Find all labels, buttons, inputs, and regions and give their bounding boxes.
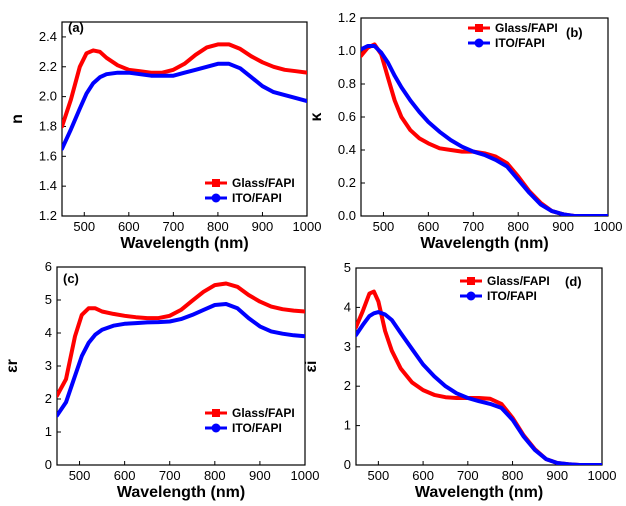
y-tick-label: 3 — [45, 358, 52, 373]
y-tick-label: 0 — [344, 457, 351, 472]
y-tick-label: 0.6 — [338, 109, 356, 124]
y-tick-label: 0.8 — [338, 76, 356, 91]
y-tick-label: 4 — [344, 299, 351, 314]
panel-c: 500 600 700 800 900 1000 0 1 2 3 4 5 6 Wavelength (nm… — [4, 259, 319, 501]
y-tick-label: 4 — [45, 325, 52, 340]
x-tick-label: 700 — [462, 219, 484, 234]
y-tick-label: 1.8 — [39, 118, 57, 133]
series-line-ito-fapi — [356, 310, 602, 465]
plot-frame — [355, 267, 603, 466]
x-tick-label: 700 — [163, 219, 185, 234]
y-tick-label: 1.0 — [338, 43, 356, 58]
plot-frame — [61, 21, 308, 217]
y-tick-label: 2 — [45, 391, 52, 406]
y-tick-label: 1 — [344, 418, 351, 433]
x-tick-label: 800 — [507, 219, 529, 234]
x-tick-label: 800 — [204, 468, 226, 483]
x-tick-label: 500 — [69, 468, 91, 483]
legend-label: ITO/FAPI — [487, 289, 537, 303]
legend-label: ITO/FAPI — [232, 191, 282, 205]
panel-label: (b) — [566, 25, 583, 40]
x-tick-label: 600 — [118, 219, 140, 234]
y-tick-label: 1 — [45, 424, 52, 439]
legend-label: ITO/FAPI — [232, 421, 282, 435]
x-tick-label: 500 — [373, 219, 395, 234]
x-tick-label: 1000 — [594, 219, 623, 234]
legend-label: Glass/FAPI — [495, 21, 558, 35]
y-axis-title: n — [9, 114, 26, 124]
legend-marker-circle — [211, 423, 221, 433]
panel-label: (a) — [68, 20, 84, 35]
legend-marker-circle — [474, 38, 484, 48]
y-tick-label: 2 — [344, 378, 351, 393]
legend-marker-circle — [466, 291, 476, 301]
y-tick-label: 5 — [344, 260, 351, 275]
y-tick-label: 3 — [344, 339, 351, 354]
y-tick-label: 1.2 — [338, 10, 356, 25]
legend-label: Glass/FAPI — [487, 274, 550, 288]
legend-label: Glass/FAPI — [232, 406, 295, 420]
legend-marker-square — [475, 24, 483, 32]
y-axis-title: κ — [308, 112, 325, 121]
y-axis-title: εr — [4, 359, 21, 373]
y-tick-label: 0.4 — [338, 142, 356, 157]
x-axis-title: Wavelength (nm) — [117, 484, 245, 501]
y-tick-label: 2.0 — [39, 89, 57, 104]
y-tick-label: 6 — [45, 259, 52, 274]
y-axis-title: εi — [303, 360, 320, 372]
series-line-glass-fapi — [356, 289, 602, 465]
panel-label: (c) — [63, 271, 79, 286]
y-tick-label: 1.4 — [39, 178, 57, 193]
x-tick-label: 800 — [207, 219, 229, 234]
series-line-glass-fapi — [62, 42, 307, 129]
x-tick-label: 900 — [552, 219, 574, 234]
legend-marker-square — [212, 179, 220, 187]
x-tick-label: 600 — [412, 468, 434, 483]
y-tick-label: 1.2 — [39, 208, 57, 223]
y-tick-label: 0.0 — [338, 208, 356, 223]
panel-b: 500 600 700 800 900 1000 0.0 0.2 0.4 0.6 0.8 1.0 1.2… — [308, 10, 622, 252]
y-tick-label: 2.4 — [39, 29, 57, 44]
x-tick-label: 500 — [368, 468, 390, 483]
x-tick-label: 700 — [159, 468, 181, 483]
series-line-ito-fapi — [62, 61, 307, 151]
legend-label: Glass/FAPI — [232, 176, 295, 190]
panel-a: 500 600 700 800 900 1000 1.2 1.4 1.6 1.8 2.0 2.2 2.4… — [9, 20, 321, 252]
x-tick-label: 600 — [114, 468, 136, 483]
panel-d: 500 600 700 800 900 1000 0 1 2 3 4 5 Wavelength (nm)… — [303, 260, 616, 501]
legend-marker-square — [212, 409, 220, 417]
x-tick-label: 900 — [249, 468, 271, 483]
x-tick-label: 900 — [252, 219, 274, 234]
y-tick-label: 2.2 — [39, 59, 57, 74]
y-tick-label: 0 — [45, 457, 52, 472]
legend-marker-square — [467, 277, 475, 285]
plot-frame — [56, 266, 306, 466]
legend-label: ITO/FAPI — [495, 36, 545, 50]
series-line-ito-fapi — [57, 302, 305, 418]
x-axis-title: Wavelength (nm) — [420, 235, 548, 252]
series-line-glass-fapi — [361, 42, 608, 216]
x-tick-label: 700 — [457, 468, 479, 483]
x-axis-title: Wavelength (nm) — [120, 235, 248, 252]
x-tick-label: 1000 — [291, 468, 320, 483]
series-line-glass-fapi — [57, 281, 305, 398]
y-tick-label: 1.6 — [39, 148, 57, 163]
plot-frame — [360, 17, 609, 217]
x-tick-label: 500 — [73, 219, 95, 234]
x-axis-title: Wavelength (nm) — [415, 484, 543, 501]
x-tick-label: 600 — [418, 219, 440, 234]
x-tick-label: 900 — [546, 468, 568, 483]
panel-label: (d) — [565, 274, 582, 289]
y-tick-label: 5 — [45, 292, 52, 307]
x-tick-label: 800 — [502, 468, 524, 483]
legend-marker-circle — [211, 193, 221, 203]
x-tick-label: 1000 — [293, 219, 322, 234]
x-tick-label: 1000 — [588, 468, 617, 483]
series-line-ito-fapi — [361, 44, 608, 216]
y-tick-label: 0.2 — [338, 175, 356, 190]
